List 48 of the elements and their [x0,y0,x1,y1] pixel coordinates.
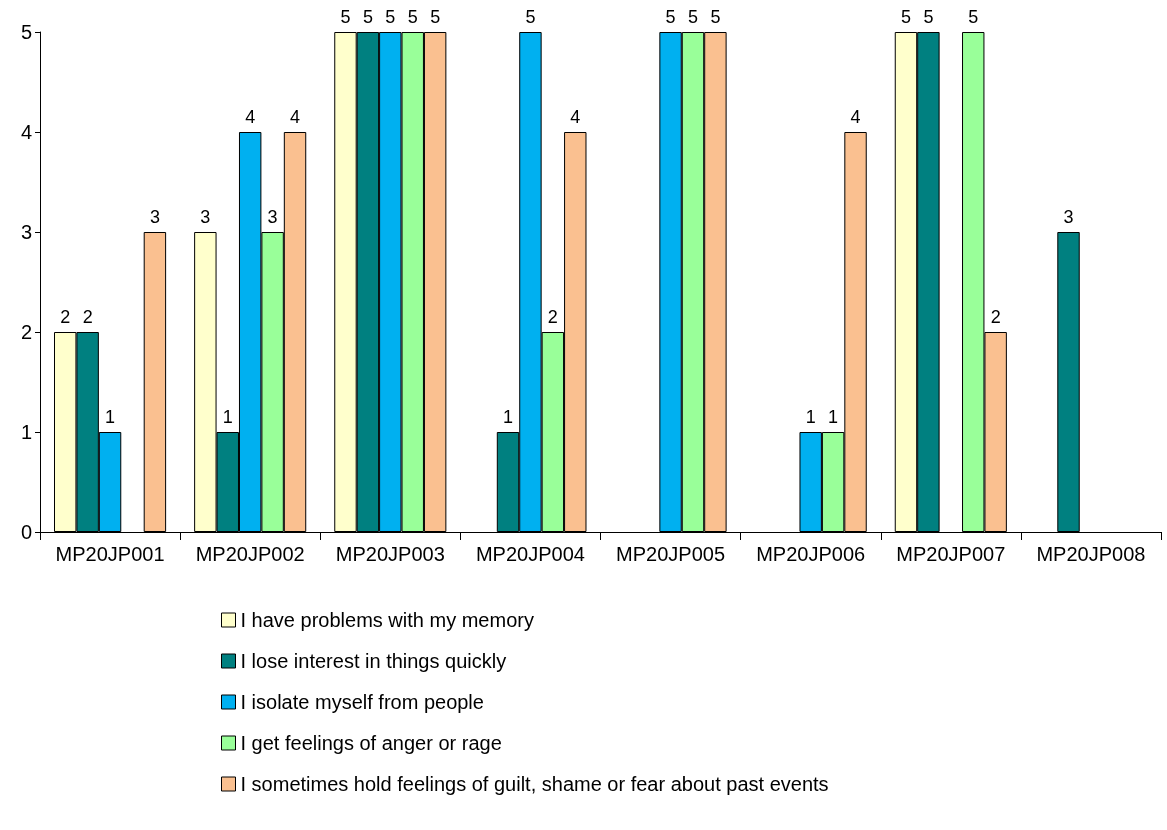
x-tick-label: MP20JP001 [55,543,165,565]
data-label: 5 [968,7,979,27]
x-tick-label: MP20JP006 [756,543,866,565]
legend-label: I have problems with my memory [240,609,534,631]
data-label: 5 [665,7,676,27]
x-tick-label: MP20JP008 [1036,543,1146,565]
legend-label: I sometimes hold feelings of guilt, shame or fear about past events [240,773,829,795]
data-label: 5 [687,7,698,27]
data-label: 5 [525,7,536,27]
legend-label: I lose interest in things quickly [240,650,507,672]
data-label: 3 [200,207,211,227]
x-tick-label: MP20JP002 [195,543,305,565]
data-label: 3 [1063,207,1074,227]
data-label: 5 [385,7,396,27]
data-label: 2 [547,307,558,327]
x-tick-label: MP20JP003 [335,543,445,565]
data-label: 2 [82,307,93,327]
data-label: 5 [407,7,418,27]
data-label: 3 [267,207,278,227]
data-label: 1 [828,407,839,427]
data-label: 2 [990,307,1001,327]
data-label: 1 [222,407,233,427]
y-tick-label: 5 [20,21,32,43]
data-label: 5 [430,7,441,27]
y-tick-label: 0 [20,521,32,543]
data-label: 4 [290,107,301,127]
data-label: 5 [900,7,911,27]
data-label: 2 [60,307,71,327]
x-tick-label: MP20JP005 [616,543,726,565]
data-label: 4 [850,107,861,127]
y-tick-label: 1 [20,421,32,443]
x-tick-label: MP20JP007 [896,543,1006,565]
data-label: 4 [245,107,256,127]
data-label: 5 [923,7,934,27]
y-tick-label: 2 [20,321,32,343]
y-tick-label: 4 [20,121,32,143]
y-tick-label: 3 [20,221,32,243]
legend-label: I isolate myself from people [240,691,484,713]
data-label: 5 [340,7,351,27]
data-label: 1 [105,407,116,427]
data-label: 5 [362,7,373,27]
legend-label: I get feelings of anger or rage [240,732,502,754]
data-label: 5 [710,7,721,27]
data-label: 1 [805,407,816,427]
data-label: 4 [570,107,581,127]
data-label: 1 [503,407,514,427]
data-label: 3 [149,207,160,227]
x-tick-label: MP20JP004 [475,543,585,565]
